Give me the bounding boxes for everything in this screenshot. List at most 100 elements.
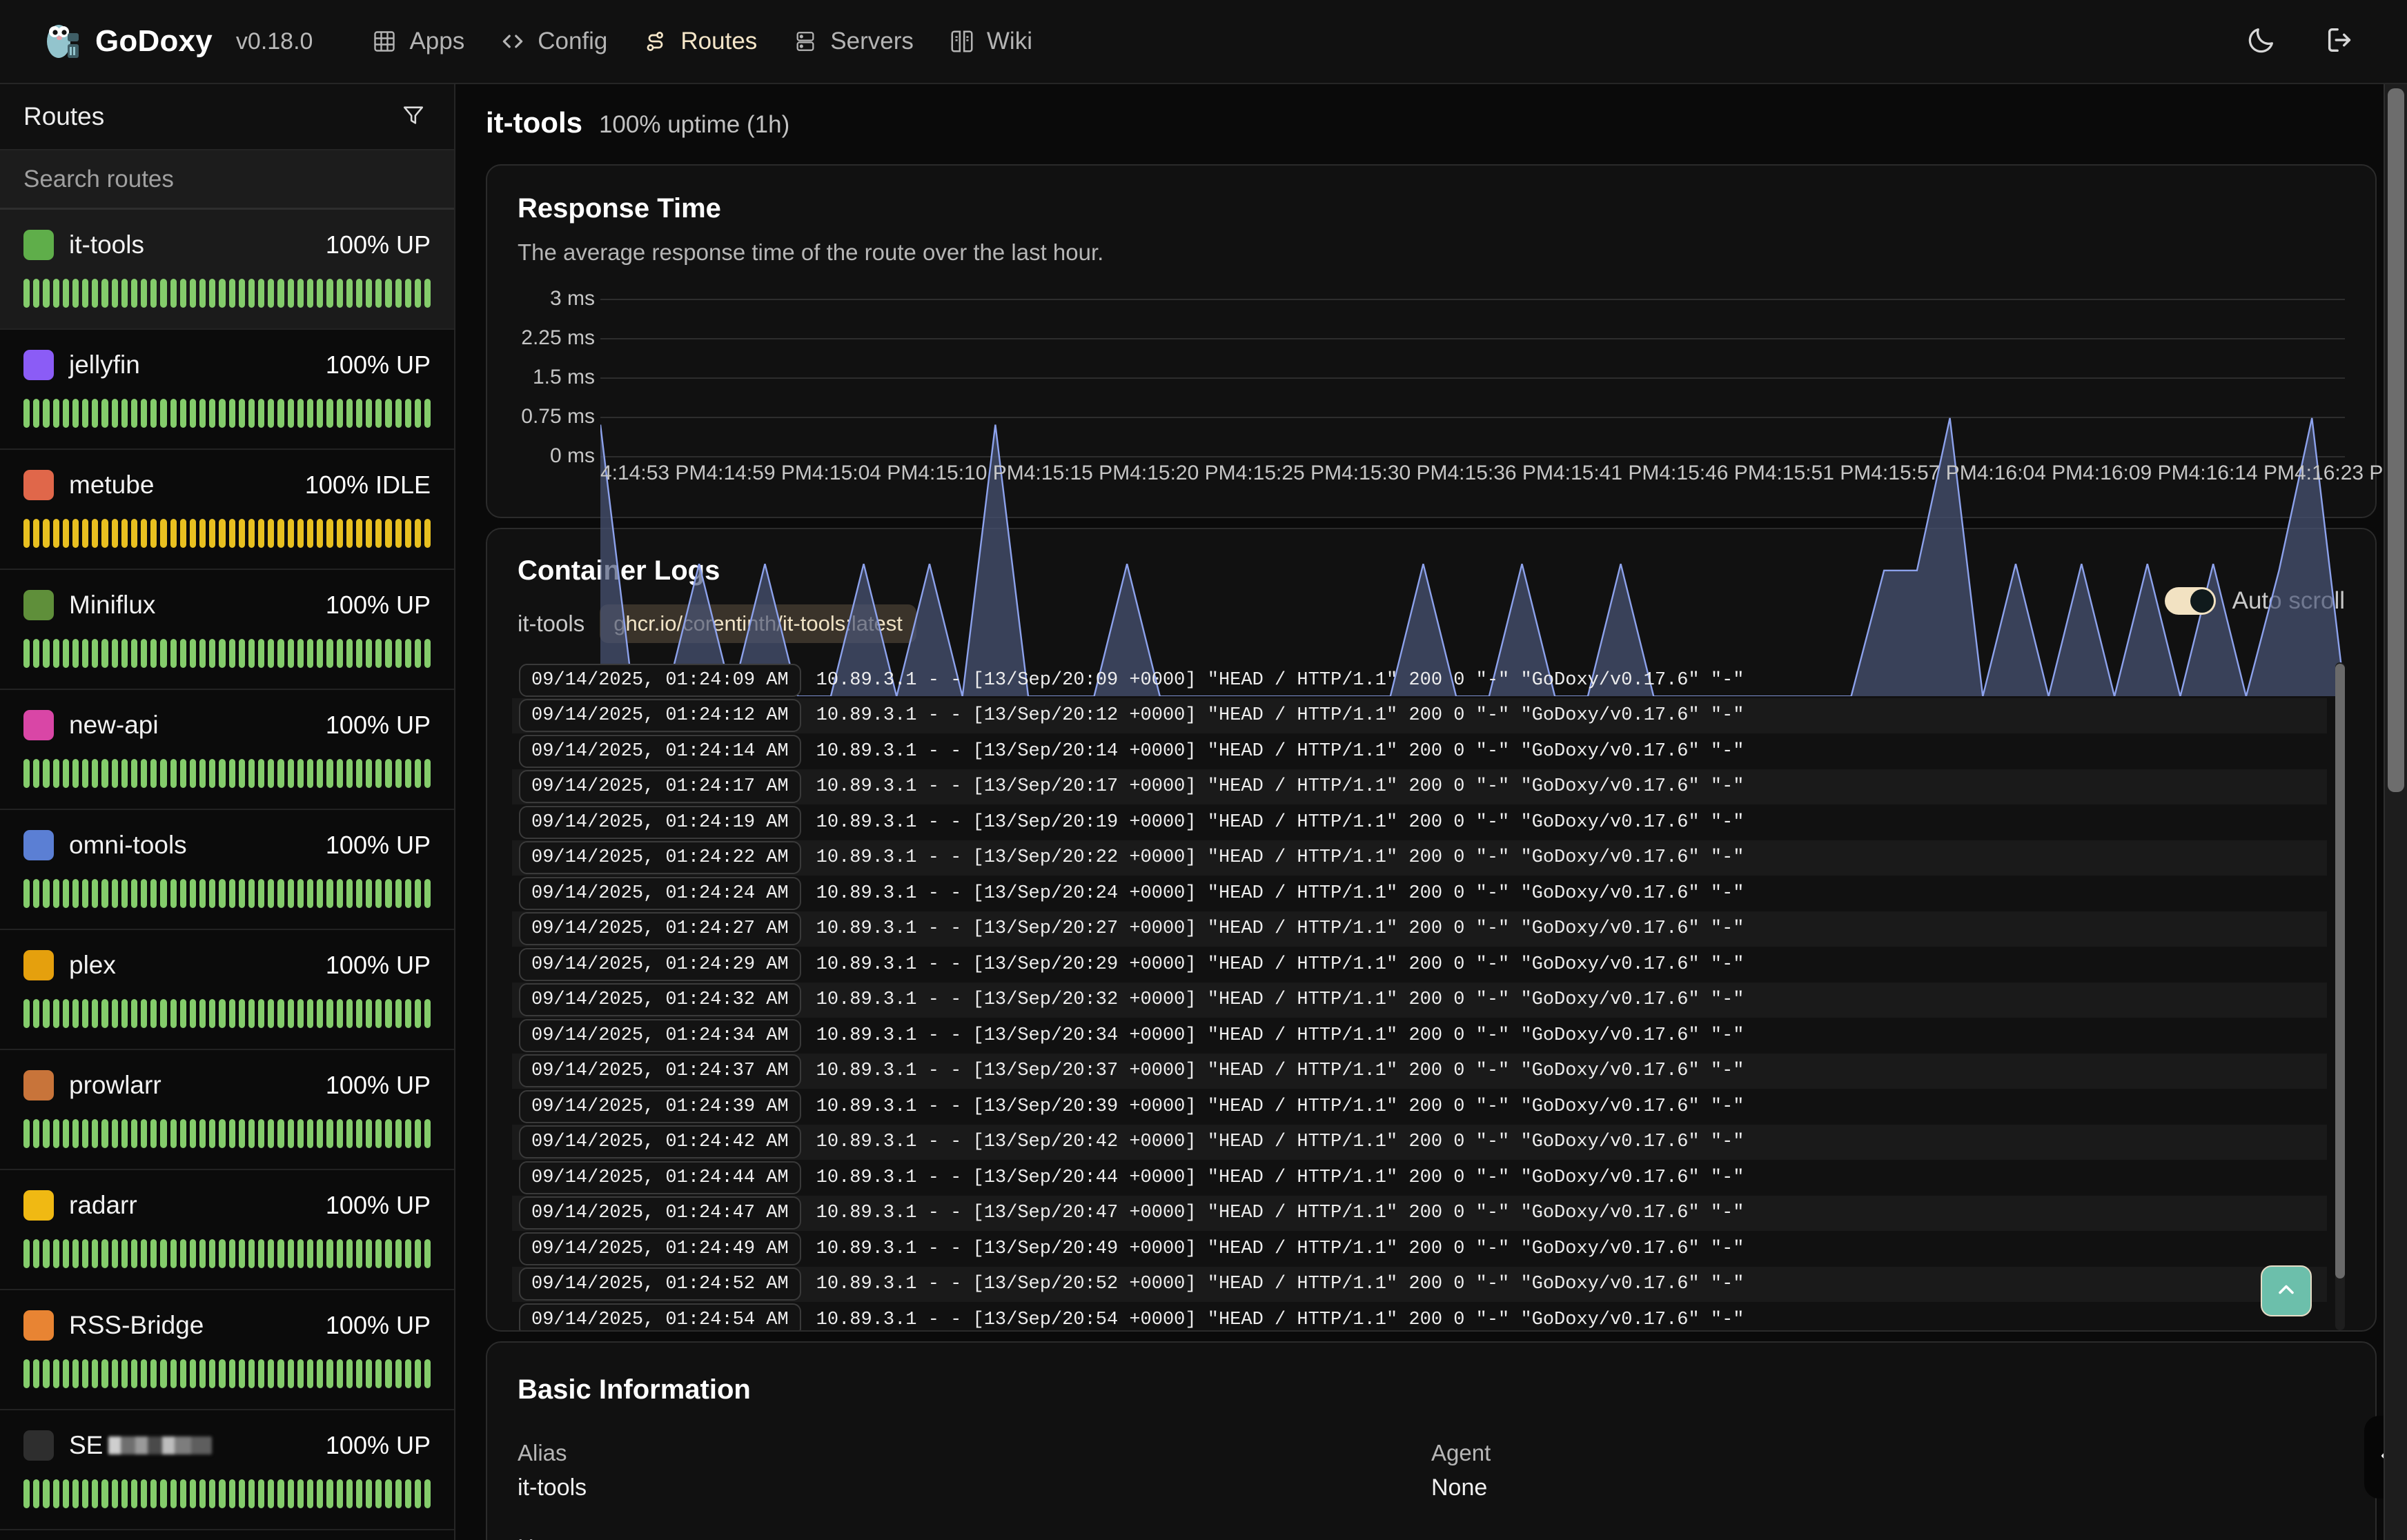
route-list-item[interactable]: new-api 100% UP bbox=[0, 690, 454, 810]
uptime-bar bbox=[287, 1479, 294, 1508]
log-row[interactable]: 09/14/2025, 01:24:49 AM 10.89.3.1 - - [13… bbox=[512, 1231, 2327, 1267]
log-row[interactable]: 09/14/2025, 01:24:12 AM 10.89.3.1 - - [13… bbox=[512, 698, 2327, 733]
log-row[interactable]: 09/14/2025, 01:24:27 AM 10.89.3.1 - - [13… bbox=[512, 911, 2327, 947]
page-scrollbar-thumb[interactable] bbox=[2388, 88, 2404, 792]
uptime-bar bbox=[209, 1119, 216, 1148]
uptime-bar bbox=[366, 519, 373, 548]
nav-item-config[interactable]: Config bbox=[484, 18, 622, 65]
log-row[interactable]: 09/14/2025, 01:24:44 AM 10.89.3.1 - - [13… bbox=[512, 1160, 2327, 1196]
logs-scrollbar[interactable] bbox=[2335, 662, 2345, 1330]
uptime-bar bbox=[219, 999, 226, 1028]
uptime-bar bbox=[366, 999, 373, 1028]
page-scrollbar[interactable] bbox=[2384, 84, 2407, 1540]
response-time-chart[interactable]: 0 ms 0.75 ms 1.5 ms 2.25 ms 3 ms 4:14:53 PM 4… bbox=[518, 287, 2400, 697]
log-row[interactable]: 09/14/2025, 01:24:29 AM 10.89.3.1 - - [13… bbox=[512, 947, 2327, 983]
uptime-bar bbox=[385, 1239, 392, 1268]
route-list-item[interactable]: jellyfin 100% UP bbox=[0, 330, 454, 450]
log-row[interactable]: 09/14/2025, 01:24:17 AM 10.89.3.1 - - [13… bbox=[512, 769, 2327, 804]
uptime-bar bbox=[43, 999, 50, 1028]
log-row[interactable]: 09/14/2025, 01:24:39 AM 10.89.3.1 - - [13… bbox=[512, 1089, 2327, 1125]
uptime-bar bbox=[189, 279, 197, 308]
uptime-bar bbox=[101, 519, 108, 548]
uptime-bar bbox=[404, 1479, 411, 1508]
nav-item-apps[interactable]: Apps bbox=[355, 18, 480, 65]
uptime-bar bbox=[219, 1359, 226, 1388]
log-row[interactable]: 09/14/2025, 01:24:19 AM 10.89.3.1 - - [13… bbox=[512, 804, 2327, 840]
nav-item-routes[interactable]: Routes bbox=[627, 18, 772, 65]
route-list-item[interactable]: Miniflux 100% UP bbox=[0, 570, 454, 690]
uptime-bar bbox=[395, 759, 402, 788]
route-uptime-bars bbox=[23, 639, 431, 668]
chart-x-tick-label: 4:15:10 PM bbox=[918, 462, 1024, 484]
uptime-bar bbox=[258, 279, 265, 308]
chevron-up-icon bbox=[2274, 1277, 2299, 1305]
route-name: metube bbox=[69, 471, 155, 499]
theme-toggle-button[interactable] bbox=[2243, 23, 2280, 60]
route-item-header: it-tools 100% UP bbox=[23, 228, 431, 262]
route-list-item[interactable]: RSS-Bridge 100% UP bbox=[0, 1290, 454, 1410]
log-row[interactable]: 09/14/2025, 01:24:52 AM 10.89.3.1 - - [13… bbox=[512, 1266, 2327, 1302]
uptime-bar bbox=[130, 519, 138, 548]
routes-list[interactable]: it-tools 100% UP jellyfin 100% UP metube 100%… bbox=[0, 210, 454, 1540]
uptime-bar bbox=[209, 759, 216, 788]
uptime-bar bbox=[268, 639, 275, 668]
log-row[interactable]: 09/14/2025, 01:24:09 AM 10.89.3.1 - - [13… bbox=[512, 662, 2327, 698]
route-name: new-api bbox=[69, 711, 159, 739]
route-list-item[interactable]: it-tools 100% UP bbox=[0, 210, 454, 330]
log-row[interactable]: 09/14/2025, 01:24:47 AM 10.89.3.1 - - [13… bbox=[512, 1195, 2327, 1231]
uptime-bar bbox=[62, 999, 69, 1028]
uptime-bar bbox=[287, 639, 294, 668]
uptime-bar bbox=[33, 279, 40, 308]
nav-item-wiki[interactable]: Wiki bbox=[933, 18, 1048, 65]
uptime-bar bbox=[258, 639, 265, 668]
logs-list[interactable]: 09/14/2025, 01:24:09 AM 10.89.3.1 - - [13… bbox=[512, 662, 2327, 1330]
auto-scroll-toggle[interactable] bbox=[2164, 587, 2216, 615]
log-row[interactable]: 09/14/2025, 01:24:32 AM 10.89.3.1 - - [13… bbox=[512, 982, 2327, 1018]
route-status-badge: 100% UP bbox=[325, 230, 431, 259]
route-list-item[interactable]: radarr 100% UP bbox=[0, 1170, 454, 1290]
log-row[interactable]: 09/14/2025, 01:24:54 AM 10.89.3.1 - - [13… bbox=[512, 1302, 2327, 1330]
uptime-bar bbox=[228, 279, 235, 308]
route-list-item[interactable]: omni-tools 100% UP bbox=[0, 810, 454, 930]
uptime-bar bbox=[209, 639, 216, 668]
uptime-bar bbox=[121, 399, 128, 428]
uptime-bar bbox=[209, 1359, 216, 1388]
route-status-badge: 100% UP bbox=[325, 1071, 431, 1099]
logs-scrollbar-thumb[interactable] bbox=[2335, 664, 2345, 1279]
log-row[interactable]: 09/14/2025, 01:24:22 AM 10.89.3.1 - - [13… bbox=[512, 840, 2327, 876]
uptime-bar bbox=[170, 1479, 177, 1508]
brand[interactable]: GoDoxy v0.18.0 bbox=[43, 21, 313, 62]
uptime-bar bbox=[170, 999, 177, 1028]
route-name: omni-tools bbox=[69, 831, 187, 859]
uptime-bar bbox=[306, 519, 314, 548]
uptime-bar bbox=[160, 1119, 167, 1148]
uptime-bar bbox=[62, 1479, 69, 1508]
log-row[interactable]: 09/14/2025, 01:24:34 AM 10.89.3.1 - - [13… bbox=[512, 1018, 2327, 1054]
log-row[interactable]: 09/14/2025, 01:24:37 AM 10.89.3.1 - - [13… bbox=[512, 1053, 2327, 1089]
uptime-bar bbox=[179, 279, 186, 308]
search-input[interactable]: Search routes bbox=[0, 150, 454, 210]
log-row[interactable]: 09/14/2025, 01:24:24 AM 10.89.3.1 - - [13… bbox=[512, 876, 2327, 911]
uptime-bar bbox=[395, 519, 402, 548]
route-list-item[interactable]: metube 100% IDLE bbox=[0, 450, 454, 570]
uptime-bar bbox=[306, 279, 314, 308]
uptime-bar bbox=[424, 1359, 431, 1388]
agent-label: Agent bbox=[1431, 1440, 1491, 1465]
uptime-bar bbox=[375, 279, 382, 308]
log-row[interactable]: 09/14/2025, 01:24:42 AM 10.89.3.1 - - [13… bbox=[512, 1124, 2327, 1160]
uptime-bar bbox=[375, 1239, 382, 1268]
route-list-item[interactable]: plex 100% UP bbox=[0, 930, 454, 1050]
uptime-bar bbox=[238, 1119, 245, 1148]
route-list-item[interactable]: prowlarr 100% UP bbox=[0, 1050, 454, 1170]
log-row[interactable]: 09/14/2025, 01:24:14 AM 10.89.3.1 - - [13… bbox=[512, 733, 2327, 769]
filter-icon[interactable] bbox=[402, 103, 425, 130]
uptime-bar bbox=[248, 519, 255, 548]
scroll-to-top-button[interactable] bbox=[2261, 1265, 2312, 1316]
uptime-bar bbox=[179, 879, 186, 908]
uptime-bar bbox=[33, 519, 40, 548]
logs-viewport[interactable]: 09/14/2025, 01:24:09 AM 10.89.3.1 - - [13… bbox=[512, 662, 2350, 1330]
nav-item-servers[interactable]: Servers bbox=[776, 18, 929, 65]
logout-button[interactable] bbox=[2321, 23, 2359, 60]
